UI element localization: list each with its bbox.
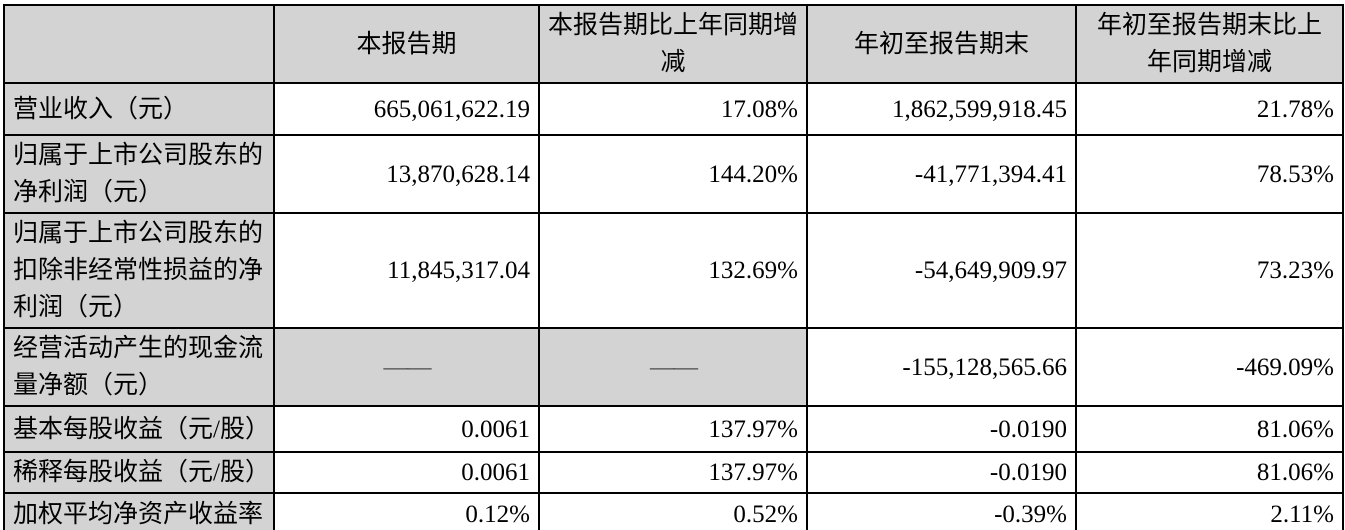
cell-value: 0.52% — [538, 492, 808, 530]
cell-value: 665,061,622.19 — [273, 82, 540, 136]
row-label: 稀释每股收益（元/股） — [3, 451, 275, 494]
cell-value: 21.78% — [1075, 82, 1344, 136]
cell-value: 137.97% — [538, 405, 808, 453]
cell-value: 81.06% — [1075, 451, 1344, 494]
row-label: 归属于上市公司股东的扣除非经常性损益的净利润（元） — [3, 212, 275, 329]
cell-value: 11,845,317.04 — [273, 212, 540, 329]
cell-value: 0.12% — [273, 492, 540, 530]
cell-value: -54,649,909.97 — [806, 212, 1077, 329]
table-row-basic-eps: 基本每股收益（元/股） 0.0061 137.97% -0.0190 81.06… — [3, 405, 1344, 453]
cell-value: 2.11% — [1075, 492, 1344, 530]
cell-value: 78.53% — [1075, 134, 1344, 214]
header-row: 本报告期 本报告期比上年同期增减 年初至报告期末 年初至报告期末比上年同期增减 — [3, 4, 1344, 84]
row-label: 基本每股收益（元/股） — [3, 405, 275, 453]
cell-value: 0.0061 — [273, 451, 540, 494]
cell-dash-placeholder: —— — [538, 327, 808, 407]
cell-value: 144.20% — [538, 134, 808, 214]
row-label: 加权平均净资产收益率 — [3, 492, 275, 530]
cell-value: -155,128,565.66 — [806, 327, 1077, 407]
cell-value: 137.97% — [538, 451, 808, 494]
table-row-weighted-avg-roe: 加权平均净资产收益率 0.12% 0.52% -0.39% 2.11% — [3, 492, 1344, 530]
table-row-diluted-eps: 稀释每股收益（元/股） 0.0061 137.97% -0.0190 81.06… — [3, 451, 1344, 494]
cell-value: 13,870,628.14 — [273, 134, 540, 214]
cell-value: 73.23% — [1075, 212, 1344, 329]
column-header-current-period-yoy-change: 本报告期比上年同期增减 — [538, 4, 808, 84]
column-header-current-period: 本报告期 — [273, 4, 540, 84]
table-row-operating-cash-flow: 经营活动产生的现金流量净额（元） —— —— -155,128,565.66 -… — [3, 327, 1344, 407]
cell-value: -0.0190 — [806, 405, 1077, 453]
cell-value: -0.0190 — [806, 451, 1077, 494]
cell-value: 132.69% — [538, 212, 808, 329]
cell-value: 0.0061 — [273, 405, 540, 453]
table-row-net-profit-excl-nonrecurring: 归属于上市公司股东的扣除非经常性损益的净利润（元） 11,845,317.04 … — [3, 212, 1344, 329]
cell-value: -0.39% — [806, 492, 1077, 530]
table-row-operating-revenue: 营业收入（元） 665,061,622.19 17.08% 1,862,599,… — [3, 82, 1344, 136]
cell-value: 81.06% — [1075, 405, 1344, 453]
cell-value: -41,771,394.41 — [806, 134, 1077, 214]
cell-value: -469.09% — [1075, 327, 1344, 407]
cell-value: 17.08% — [538, 82, 808, 136]
cell-dash-placeholder: —— — [273, 327, 540, 407]
row-label: 营业收入（元） — [3, 82, 275, 136]
row-label: 经营活动产生的现金流量净额（元） — [3, 327, 275, 407]
financial-summary-table: 本报告期 本报告期比上年同期增减 年初至报告期末 年初至报告期末比上年同期增减 … — [3, 4, 1344, 530]
cell-value: 1,862,599,918.45 — [806, 82, 1077, 136]
table-row-net-profit-attributable: 归属于上市公司股东的净利润（元） 13,870,628.14 144.20% -… — [3, 134, 1344, 214]
row-label: 归属于上市公司股东的净利润（元） — [3, 134, 275, 214]
column-header-blank — [3, 4, 275, 84]
column-header-year-to-date: 年初至报告期末 — [806, 4, 1077, 84]
column-header-year-to-date-yoy-change: 年初至报告期末比上年同期增减 — [1075, 4, 1344, 84]
